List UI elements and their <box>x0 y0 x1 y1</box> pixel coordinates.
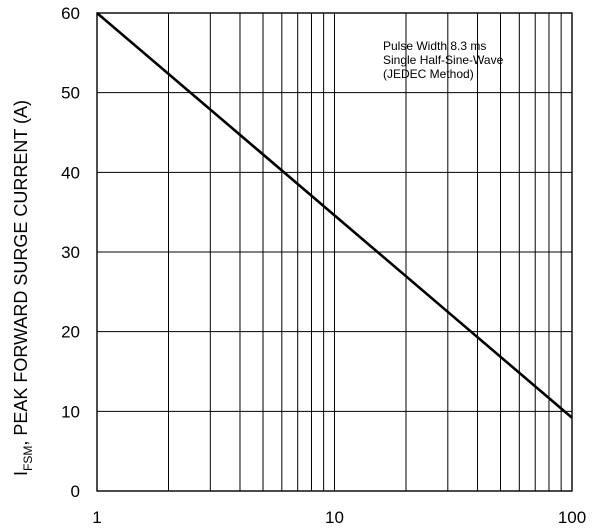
x-tick-label: 1 <box>92 508 101 527</box>
y-tick-label: 30 <box>61 243 80 262</box>
y-tick-labels: 0 10 20 30 40 50 60 <box>61 4 80 501</box>
annotation-line: Pulse Width 8.3 ms <box>383 39 486 53</box>
y-tick-label: 0 <box>71 482 80 501</box>
y-tick-label: 60 <box>61 4 80 23</box>
x-tick-label: 10 <box>325 508 344 527</box>
surge-current-line <box>96 12 573 419</box>
y-axis-label-rest: , PEAK FORWARD SURGE CURRENT (A) <box>11 100 31 446</box>
y-tick-label: 40 <box>61 163 80 182</box>
y-axis-label-main: I <box>11 471 31 476</box>
y-tick-label: 20 <box>61 323 80 342</box>
annotation-line: Single Half-Sine-Wave <box>383 53 504 67</box>
annotation-line: (JEDEC Method) <box>383 67 474 81</box>
y-axis-label-subscript: FSM <box>21 446 35 471</box>
y-tick-label: 10 <box>61 402 80 421</box>
y-tick-label: 50 <box>61 84 80 103</box>
series-group <box>96 12 573 419</box>
x-tick-label: 100 <box>558 508 586 527</box>
y-axis-label: IFSM, PEAK FORWARD SURGE CURRENT (A) <box>11 100 35 476</box>
grid <box>96 12 573 492</box>
plot-frame <box>96 12 573 492</box>
annotation-text: Pulse Width 8.3 ms Single Half-Sine-Wave… <box>383 39 507 81</box>
x-tick-labels: 1 10 100 <box>92 508 586 527</box>
